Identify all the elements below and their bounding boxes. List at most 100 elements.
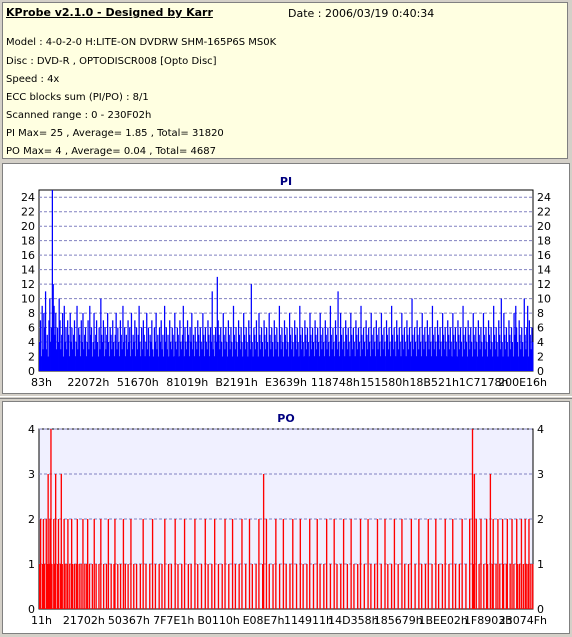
po-bar: [414, 564, 416, 609]
pi-bar: [435, 342, 437, 371]
pi-bar: [433, 349, 435, 371]
pi-bar: [447, 334, 450, 371]
pi-bar: [270, 349, 272, 371]
pi-bar: [203, 356, 206, 371]
pi-bar: [400, 356, 402, 371]
po-x-tick-label: 23074Fh: [499, 614, 547, 627]
pi-bar: [434, 327, 436, 371]
po-bar: [478, 564, 480, 609]
pi-chart-title: PI: [280, 175, 292, 188]
po-bar: [78, 564, 80, 609]
po-bar: [289, 564, 291, 609]
po-bar: [48, 564, 50, 609]
pi-bar: [446, 356, 448, 371]
pi-bar: [336, 349, 338, 371]
po-bar: [161, 564, 163, 609]
po-bar: [524, 519, 526, 609]
pi-bar: [277, 342, 279, 371]
pi-bar: [265, 349, 267, 371]
pi-bar: [227, 320, 230, 371]
pi-bar: [182, 305, 184, 371]
pi-bar: [453, 334, 455, 371]
po-bar: [483, 564, 485, 609]
pi-bar: [73, 320, 76, 371]
pi-bar: [96, 342, 99, 371]
pi-bar: [302, 342, 304, 371]
po-bar: [475, 519, 477, 609]
po-bar: [200, 564, 203, 609]
pi-bar: [324, 320, 326, 371]
po-bar: [410, 519, 413, 609]
po-bar: [187, 564, 190, 609]
pi-bar: [301, 327, 303, 371]
pi-bar: [67, 334, 70, 371]
po-bar: [528, 519, 530, 609]
pi-bar: [249, 334, 251, 371]
pi-bar: [180, 349, 183, 371]
pi-bar: [457, 320, 459, 371]
pi-bar: [469, 349, 471, 371]
pi-bar: [233, 334, 235, 371]
info-po-stats: PO Max= 4 , Average= 0.04 , Total= 4687: [6, 146, 216, 157]
pi-bar: [171, 327, 173, 371]
pi-bar: [61, 313, 64, 371]
info-panel: KProbe v2.1.0 - Designed by Karr Date : …: [2, 2, 568, 159]
pi-bar: [284, 334, 286, 371]
pi-bar: [451, 356, 453, 371]
pi-bar: [346, 349, 349, 371]
pi-bar: [409, 342, 411, 371]
pi-bar: [82, 313, 84, 371]
pi-bar: [366, 334, 368, 371]
po-bar: [190, 564, 192, 609]
pi-bar: [488, 334, 491, 371]
panel-splitter[interactable]: [0, 396, 572, 399]
pi-x-tick-label: 200E16h: [498, 376, 547, 389]
pi-bar: [487, 356, 489, 371]
po-bar: [71, 564, 74, 609]
po-bar: [530, 564, 532, 609]
pi-bar: [382, 349, 384, 371]
po-bar: [421, 564, 423, 609]
pi-bar: [141, 327, 143, 371]
po-bar: [448, 564, 450, 609]
po-bar: [401, 519, 403, 609]
po-bar: [98, 564, 100, 609]
pi-bar: [300, 349, 303, 371]
pi-bar: [189, 327, 191, 371]
pi-bar: [48, 320, 50, 371]
pi-bar: [155, 313, 157, 371]
pi-bar: [59, 320, 61, 371]
po-bar: [489, 474, 492, 609]
pi-bar: [378, 327, 380, 371]
pi-bar: [492, 356, 494, 371]
pi-bar: [125, 334, 127, 371]
pi-bar: [209, 327, 212, 371]
pi-bar: [219, 349, 221, 371]
pi-bar: [162, 334, 164, 371]
pi-bar: [165, 327, 167, 371]
pi-bar: [194, 327, 196, 371]
pi-bar: [317, 342, 320, 371]
po-bar: [495, 564, 497, 609]
po-bar: [241, 519, 243, 609]
pi-bar: [335, 334, 337, 371]
pi-bar: [326, 349, 328, 371]
po-bar: [45, 519, 47, 609]
pi-bar: [332, 327, 334, 371]
pi-bar: [355, 320, 357, 371]
pi-bar: [69, 313, 71, 371]
pi-bar: [527, 356, 530, 371]
pi-y-tick-left: 6: [28, 322, 35, 335]
po-bar: [511, 519, 513, 609]
pi-bar: [124, 327, 126, 371]
pi-bar: [120, 334, 122, 371]
po-bar: [113, 564, 115, 609]
pi-bar: [266, 342, 269, 371]
po-bar: [522, 564, 524, 609]
pi-bar: [329, 305, 332, 371]
pi-bar: [493, 334, 496, 371]
pi-bar: [76, 305, 78, 371]
pi-bar: [251, 342, 253, 371]
po-bar: [231, 519, 234, 609]
pi-bar: [479, 349, 481, 371]
